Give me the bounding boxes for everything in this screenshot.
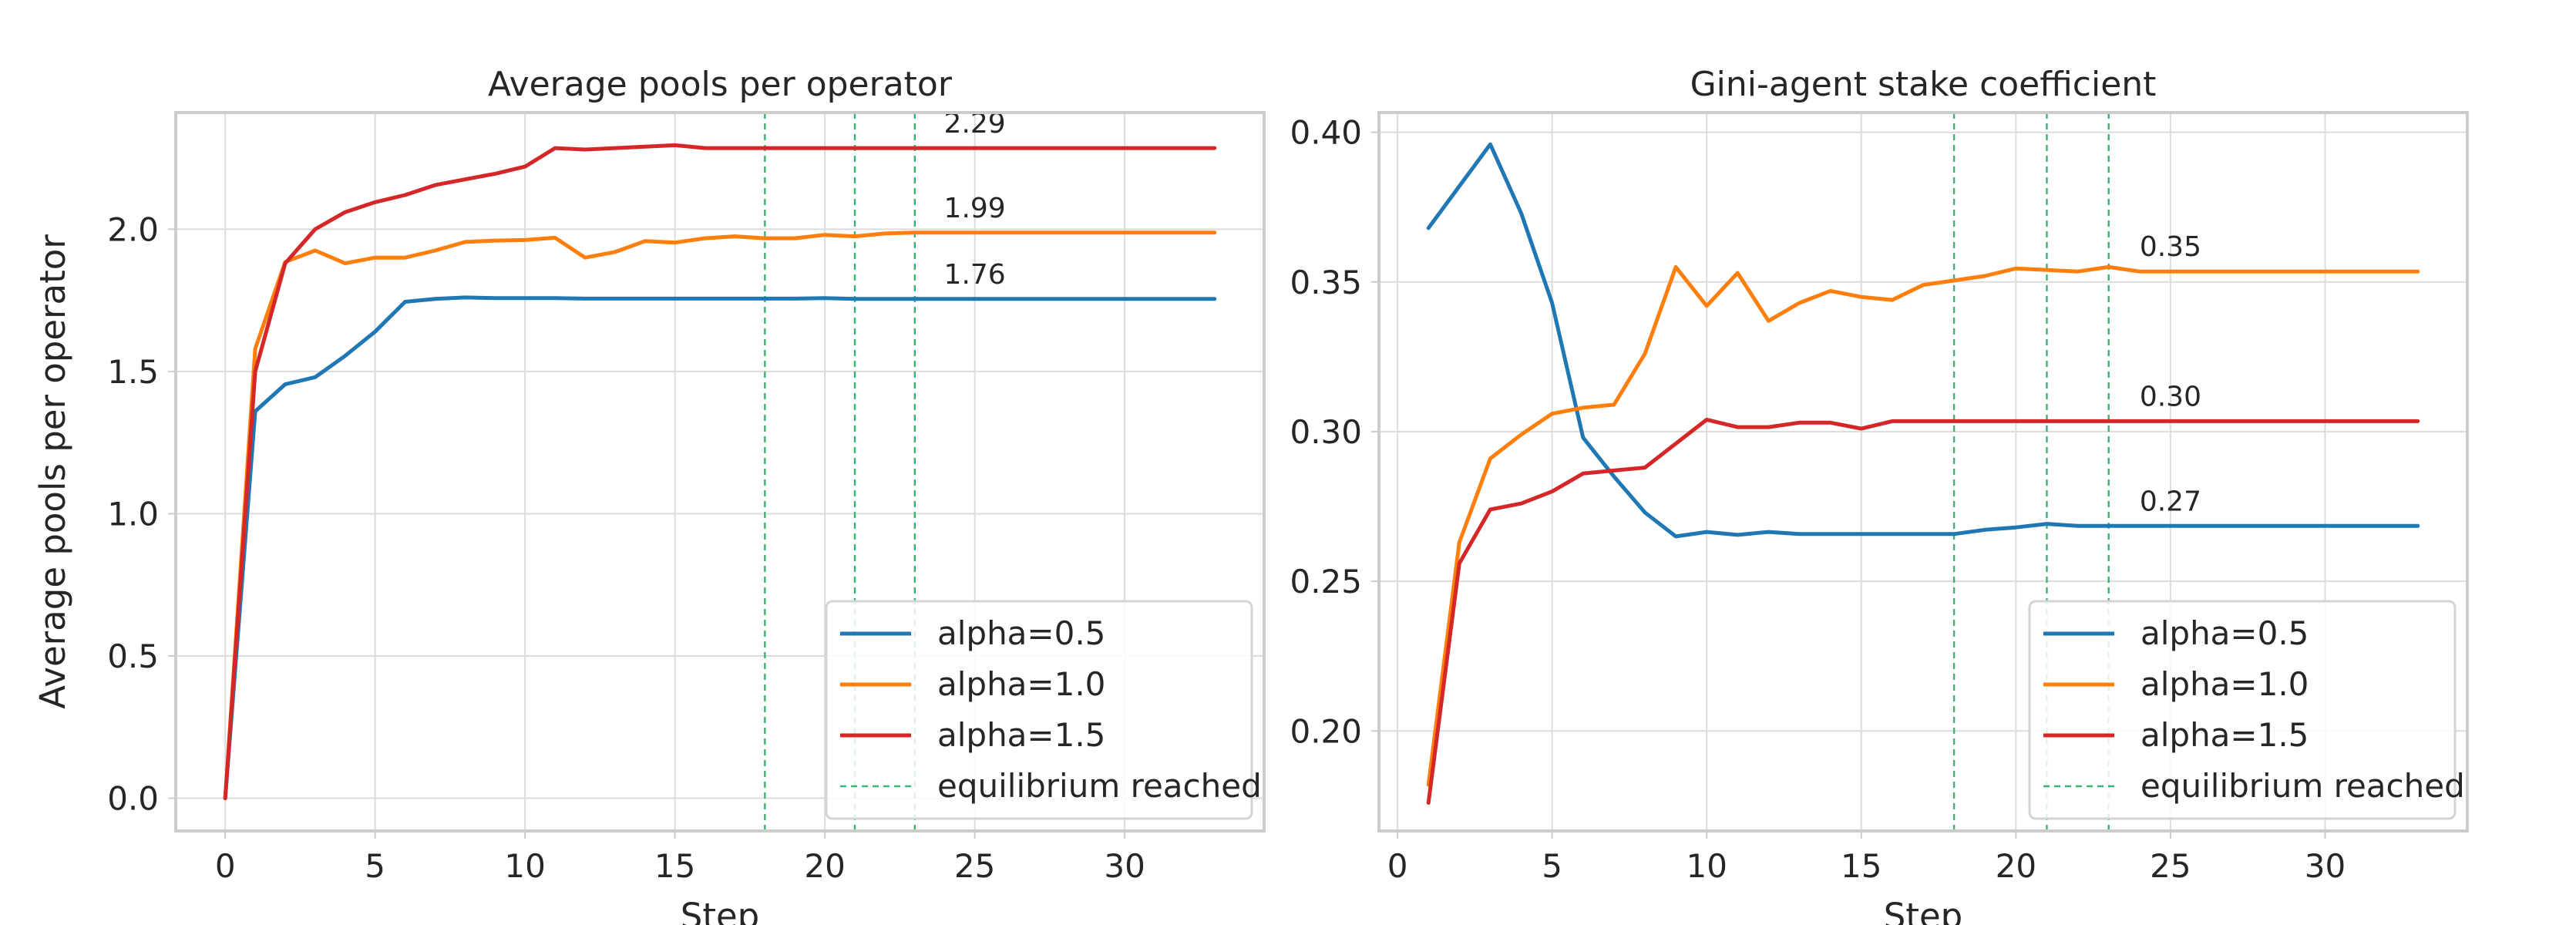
legend: alpha=0.5 alpha=1.0 alpha=1.5 equilibrium r… [2028, 600, 2465, 820]
legend-box [825, 600, 1253, 820]
y-tick-label: 0.30 [1290, 413, 1362, 451]
y-tick-label: 0.40 [1290, 114, 1362, 152]
end-value-label: 1.99 [944, 193, 1006, 224]
x-tick-label: 30 [2305, 847, 2346, 885]
chart-title: Average pools per operator [488, 65, 953, 104]
x-tick-label: 10 [1686, 847, 1727, 885]
legend: alpha=0.5 alpha=1.0 alpha=1.5 equilibrium r… [825, 600, 1262, 820]
series-line-alpha-0-5 [223, 295, 1217, 801]
y-axis-label: Average pools per operator [32, 234, 73, 709]
y-tick-label: 2.0 [107, 210, 159, 248]
legend-label: equilibrium reached [937, 767, 1262, 805]
plot-frame [1377, 111, 2469, 832]
legend-label: alpha=1.0 [2141, 665, 2309, 703]
end-value-label: 0.30 [2140, 381, 2201, 412]
series-line-alpha-1-5 [223, 143, 1217, 801]
x-tick-label: 10 [504, 847, 545, 885]
end-value-label: 0.27 [2140, 486, 2201, 517]
x-tick-label: 15 [654, 847, 695, 885]
y-tick-label: 1.5 [107, 353, 159, 391]
y-tick-label: 0.5 [107, 637, 159, 675]
x-axis-label: Step [681, 896, 759, 925]
x-tick-label: 0 [1387, 847, 1408, 885]
chart-panel-gini: 0 5 10 15 20 25 30 0.20 0.25 0.30 0.35 0.40 0.27 0.35… [1290, 65, 2469, 925]
x-tick-label: 0 [215, 847, 236, 885]
legend-label: alpha=0.5 [2141, 614, 2309, 652]
x-tick-label: 20 [804, 847, 845, 885]
legend-label: alpha=1.5 [937, 716, 1105, 754]
chart-panel-pools: 0 5 10 15 20 25 300.00.51.01.52.01.761.992.29A… [32, 65, 1266, 925]
y-tick-label: 0.20 [1290, 712, 1362, 750]
chart-title: Gini-agent stake coefficient [1690, 65, 2157, 104]
x-tick-label: 30 [1104, 847, 1145, 885]
x-tick-label: 20 [1996, 847, 2036, 885]
legend-label: alpha=1.5 [2141, 716, 2309, 754]
end-value-label: 0.35 [2140, 231, 2201, 263]
end-value-label: 1.76 [944, 259, 1006, 291]
x-axis-label: Step [1884, 896, 1962, 925]
x-tick-label: 5 [365, 847, 385, 885]
legend-label: alpha=1.0 [937, 665, 1105, 703]
y-tick-label: 0.25 [1290, 563, 1362, 600]
x-tick-label: 25 [2150, 847, 2191, 885]
series-line-alpha-1-5 [1426, 417, 2420, 805]
legend-label: equilibrium reached [2141, 767, 2465, 805]
y-tick-label: 1.0 [107, 495, 159, 533]
legend-box [2028, 600, 2457, 820]
plot-frame [174, 111, 1266, 832]
x-tick-label: 25 [954, 847, 995, 885]
series-line-alpha-1-0 [223, 230, 1217, 801]
series-line-alpha-0-5 [1426, 142, 2420, 539]
x-tick-label: 15 [1841, 847, 1882, 885]
y-tick-label: 0.0 [107, 780, 159, 818]
legend-label: alpha=0.5 [937, 614, 1105, 652]
x-tick-label: 5 [1542, 847, 1562, 885]
series-line-alpha-1-0 [1426, 264, 2420, 787]
y-tick-label: 0.35 [1290, 264, 1362, 301]
